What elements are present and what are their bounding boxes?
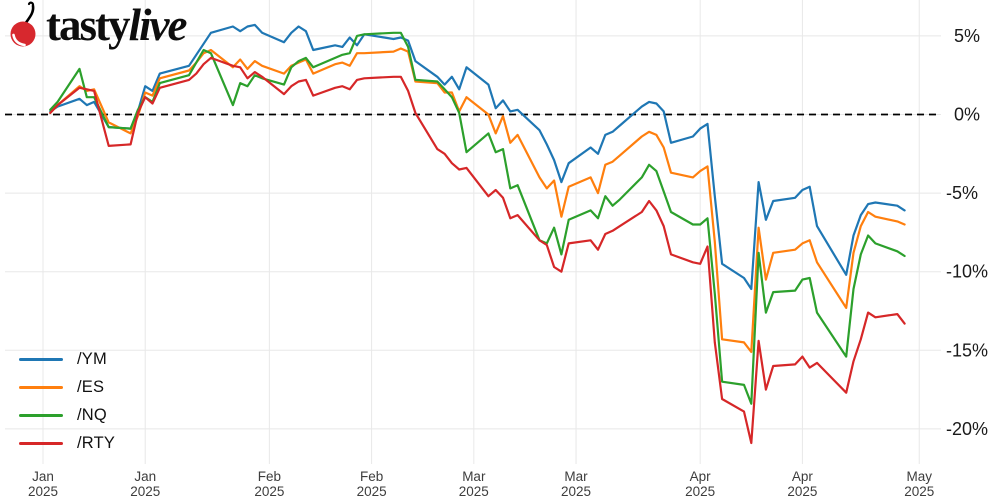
y-tick-label: -15% (946, 340, 988, 360)
x-tick-label: Jan 2025 (28, 469, 58, 499)
x-tick-label: Feb 2025 (357, 469, 387, 499)
cherry-highlight (12, 33, 26, 47)
brand-wordmark: tastylive (46, 0, 187, 50)
legend-line-swatch-rty (19, 441, 63, 445)
brand-logo: tastylive (4, 0, 187, 52)
x-tick-label: Feb 2025 (254, 469, 284, 499)
y-tick-label: -5% (946, 183, 978, 203)
legend-label-nq: /NQ (77, 405, 107, 424)
y-tick-label: -20% (946, 419, 988, 439)
x-tick-label: Apr 2025 (787, 469, 817, 499)
series-line-es (49, 47, 906, 353)
legend: /YM /ES /NQ /RTY (19, 348, 115, 454)
series-line-rty (49, 56, 906, 445)
legend-line-swatch-nq (19, 413, 63, 417)
cherry-stem (23, 4, 35, 26)
legend-label-es: /ES (77, 377, 105, 396)
cherry-logo-icon (10, 1, 36, 47)
legend-item-ym: /YM (19, 348, 115, 370)
series-line-ym (49, 23, 906, 291)
series-line-nq (49, 31, 906, 405)
legend-label-ym: /YM (77, 349, 107, 368)
x-tick-label: Mar 2025 (459, 469, 489, 499)
y-tick-label: 5% (954, 26, 980, 46)
legend-item-rty: /RTY (19, 432, 115, 454)
brand-text-regular: tasty (46, 0, 130, 50)
cherry-stem-hook (27, 1, 35, 8)
y-tick-label: -10% (946, 262, 988, 282)
x-tick-label: May 2025 (904, 469, 934, 499)
legend-item-es: /ES (19, 376, 115, 398)
x-tick-label: Mar 2025 (561, 469, 591, 499)
legend-label-rty: /RTY (77, 433, 116, 452)
brand-text-italic: live (128, 0, 187, 50)
legend-line-swatch-es (19, 385, 63, 389)
x-tick-label: Jan 2025 (130, 469, 160, 499)
legend-item-nq: /NQ (19, 404, 115, 426)
x-tick-label: Apr 2025 (685, 469, 715, 499)
legend-line-swatch-ym (19, 357, 63, 361)
y-tick-label: 0% (954, 105, 980, 125)
